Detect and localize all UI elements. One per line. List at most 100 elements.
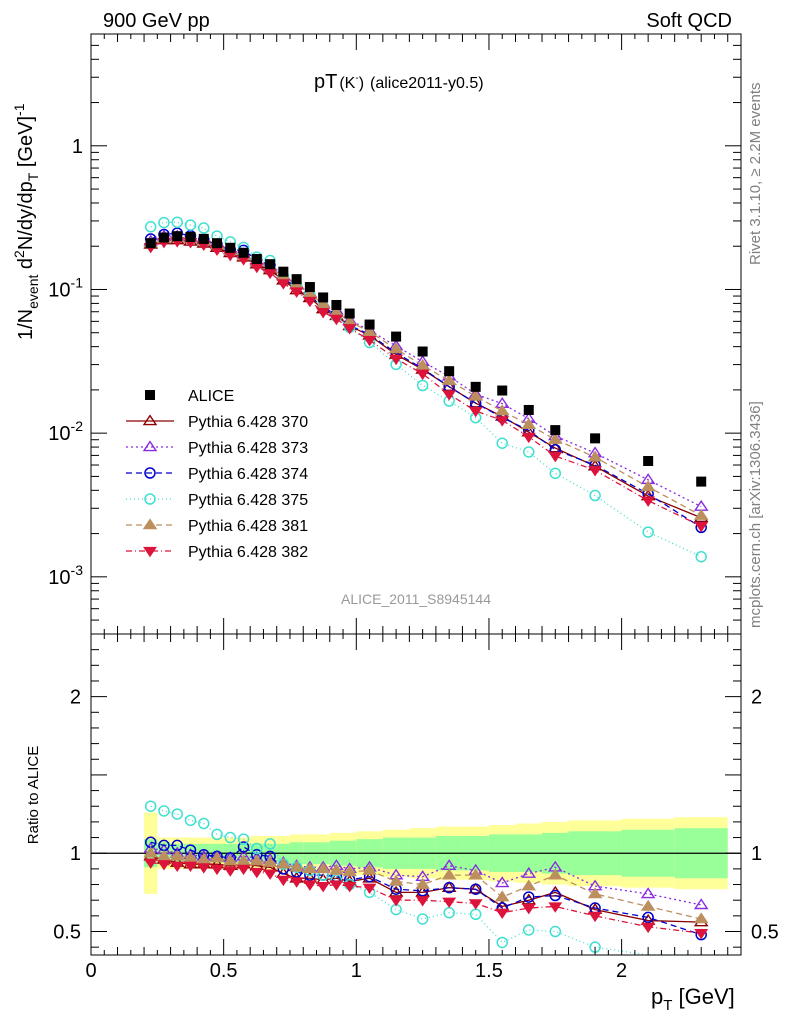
data-point: [158, 232, 169, 243]
series-line: [150, 221, 702, 558]
legend-label: Pythia 6.428 382: [188, 544, 308, 561]
ratio-series-point: [523, 924, 535, 936]
series-point: [415, 358, 430, 370]
ratio-series-point: [521, 893, 537, 905]
series-point: [494, 404, 510, 416]
data-point: [444, 366, 455, 377]
ratio-series-point: [415, 877, 430, 889]
y-tick-label-exp: -1: [71, 274, 84, 290]
legend-marker: [145, 390, 155, 400]
ratio-frame: [90, 633, 742, 956]
series-point: [184, 219, 197, 231]
ratio-series-point: [640, 887, 656, 899]
data-point: [344, 308, 355, 319]
y-tick-label-exp: -3: [71, 562, 84, 578]
series-point: [468, 406, 483, 418]
ratio-series-point: [171, 808, 183, 820]
x-axis-label: pT [GeV]: [651, 984, 735, 1014]
data-point: [391, 331, 402, 342]
series-point: [495, 416, 510, 427]
ratio-series-point: [521, 879, 537, 891]
ratio-series-point: [210, 864, 224, 876]
ratio-series-point: [144, 800, 157, 812]
ratio-series-point: [547, 868, 563, 880]
ratio-panel: [91, 800, 741, 956]
ratio-series-point: [315, 862, 331, 874]
legend-label: Pythia 6.428 370: [188, 414, 308, 431]
ratio-series-point: [442, 897, 457, 909]
x-label-part: p: [651, 984, 663, 1009]
y-label-sup: 2: [11, 250, 27, 258]
series-point: [521, 432, 536, 444]
x-tick-label: 0.5: [210, 960, 238, 982]
series-point: [693, 499, 709, 511]
ratio-y-tick-label: 2: [70, 687, 81, 709]
legend-label: ALICE: [188, 388, 234, 405]
ratio-series-point: [549, 889, 562, 902]
data-point: [212, 238, 223, 249]
ratio-series-point: [693, 898, 709, 910]
legend-label: Pythia 6.428 375: [188, 492, 308, 509]
ratio-series-point: [169, 849, 185, 861]
y-label-sub: T: [25, 172, 41, 181]
x-tick-label: 1.5: [475, 960, 503, 982]
ratio-series-point: [494, 876, 510, 888]
y-label-sup: -1: [11, 103, 27, 116]
ratio-series-point: [196, 863, 211, 874]
ratio-series-point: [196, 852, 212, 864]
data-point: [304, 282, 315, 293]
series-point: [468, 389, 484, 401]
x-tick-label: 2: [616, 960, 627, 982]
legend-marker: [143, 546, 157, 558]
ratio-series-point: [496, 936, 508, 949]
series-line: [150, 240, 702, 527]
series-point: [198, 222, 210, 234]
ratio-series-point: [209, 851, 225, 863]
ratio-series-point: [211, 828, 223, 841]
y-tick-label: 10-3: [48, 562, 83, 589]
ratio-series-point: [548, 902, 563, 913]
header-right: Soft QCD: [646, 10, 732, 32]
series-point: [158, 216, 170, 229]
x-tick-label: 1: [351, 960, 362, 982]
data-point: [364, 319, 375, 330]
ratio-series-point: [222, 854, 238, 866]
ratio-series-point: [302, 862, 318, 874]
ratio-series-point: [641, 922, 656, 934]
side-mcplots-text: mcplots.cern.ch [arXiv:1306.3436]: [747, 401, 764, 628]
ratio-series-point: [157, 860, 171, 871]
data-point: [265, 259, 276, 270]
y-tick-label: 1: [72, 136, 83, 158]
ratio-series-point: [416, 913, 429, 925]
y-tick-label-exp: -2: [71, 418, 84, 434]
series-point: [263, 268, 278, 280]
ratio-series-point: [329, 863, 344, 875]
ratio-series-point: [388, 885, 404, 897]
y-tick-label-base: 10: [48, 423, 70, 445]
ratio-series-line: [150, 841, 702, 936]
series-point: [362, 325, 377, 337]
y-tick-label: 10-2: [48, 418, 83, 445]
series-point: [695, 550, 707, 563]
data-point: [523, 404, 534, 415]
ratio-series-point: [251, 842, 263, 855]
series-point: [547, 432, 563, 444]
series-point: [468, 396, 484, 408]
ratio-series-point: [184, 814, 197, 827]
plot-title-sup: -: [355, 73, 358, 84]
ratio-series-point: [223, 866, 238, 877]
ratio-series-point: [289, 860, 304, 872]
ratio-series-point: [276, 857, 291, 869]
ratio-series-point: [249, 854, 265, 866]
series-point: [694, 522, 709, 533]
ratio-series-point: [521, 903, 536, 915]
ratio-series-point: [693, 912, 709, 924]
ratio-series-point: [158, 805, 170, 817]
ratio-series-line: [150, 805, 702, 956]
ratio-series-point: [494, 890, 510, 902]
ratio-series-point: [316, 882, 331, 893]
ratio-series-point: [441, 868, 457, 880]
ratio-series-point: [183, 851, 198, 863]
ratio-series-point: [441, 881, 457, 892]
series-point: [302, 296, 317, 308]
